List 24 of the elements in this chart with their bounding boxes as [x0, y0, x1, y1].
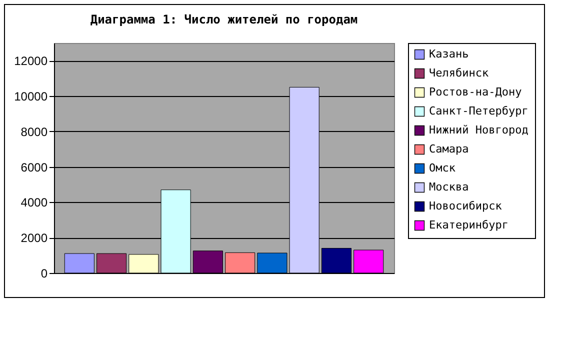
legend-label: Омск [429, 162, 456, 174]
y-tick-label: 6000 [20, 160, 48, 174]
y-tick-label: 12000 [14, 54, 48, 68]
legend-label: Челябинск [429, 66, 489, 80]
legend-label: Санкт-Петербург [429, 104, 528, 118]
bar [225, 252, 256, 274]
y-tick-label: 8000 [20, 124, 48, 139]
y-tick-label: 2000 [20, 231, 48, 246]
legend-label: Екатеринбург [429, 218, 508, 232]
bar [192, 250, 223, 274]
bar [64, 253, 94, 274]
legend-label: Казань [429, 48, 469, 60]
legend-label: Москва [429, 180, 469, 194]
legend-label: Новосибирск [429, 200, 502, 212]
bar [321, 248, 352, 274]
y-tick-label: 10000 [14, 90, 48, 104]
legend-label: Нижний Новгород [429, 124, 529, 136]
chart-title: Диаграмма 1: Число жителей по городам [90, 12, 358, 26]
legend-label: Самара [429, 142, 469, 156]
legend-label: Ростов-на-Дону [429, 86, 522, 98]
bar [354, 250, 384, 274]
y-tick-label: 0 [40, 266, 48, 280]
bar [96, 253, 127, 274]
y-tick-label: 4000 [20, 196, 48, 210]
